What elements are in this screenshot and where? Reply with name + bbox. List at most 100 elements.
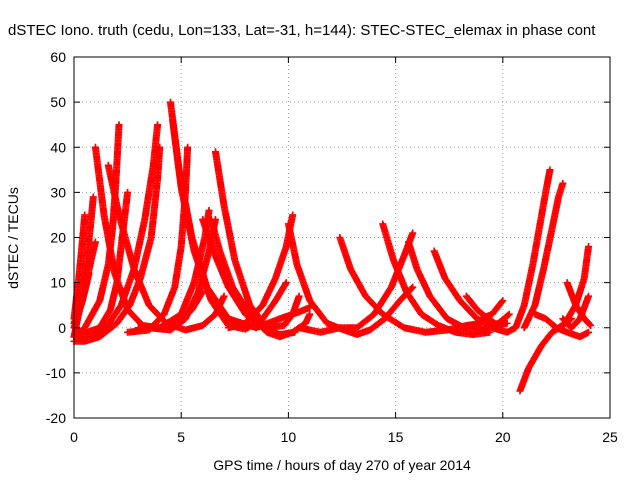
data-point	[323, 319, 331, 327]
data-point	[124, 328, 132, 336]
data-point	[276, 315, 284, 323]
data-point	[177, 310, 185, 318]
data-point	[91, 238, 99, 246]
data-point	[576, 333, 584, 341]
data-point	[177, 184, 185, 192]
x-tick-label: 5	[177, 429, 185, 445]
data-point	[87, 256, 95, 264]
data-point	[220, 202, 228, 210]
y-tick-label: 60	[50, 49, 66, 65]
data-point	[389, 256, 397, 264]
series-12	[169, 116, 290, 333]
data-point	[460, 324, 468, 332]
data-point	[430, 247, 438, 255]
data-point	[366, 326, 374, 334]
data-point	[441, 274, 449, 282]
data-point	[535, 224, 543, 232]
y-tick-label: -10	[46, 365, 66, 381]
data-point	[231, 256, 239, 264]
data-point	[462, 292, 470, 300]
series-3	[70, 270, 93, 327]
data-point	[242, 325, 250, 333]
data-point	[353, 324, 361, 332]
data-point	[387, 283, 395, 291]
data-point	[559, 179, 567, 187]
data-point	[585, 243, 593, 251]
data-point	[400, 252, 408, 260]
trail-marker	[498, 298, 506, 306]
data-point	[291, 328, 299, 336]
data-point	[503, 319, 511, 327]
trail-marker	[504, 311, 512, 319]
data-point	[209, 247, 217, 255]
data-point	[184, 143, 192, 151]
data-point	[567, 324, 575, 332]
data-point	[317, 328, 325, 336]
data-point	[102, 324, 110, 332]
data-point	[224, 283, 232, 291]
data-point	[205, 206, 213, 214]
data-point	[531, 310, 539, 318]
data-point	[488, 324, 496, 332]
data-point	[115, 211, 123, 219]
data-point	[409, 283, 417, 291]
data-point	[404, 238, 412, 246]
data-point	[199, 321, 207, 329]
data-point	[147, 234, 155, 241]
series-27	[512, 166, 554, 332]
data-point	[426, 292, 434, 300]
data-point	[555, 193, 563, 201]
series-19	[284, 220, 417, 339]
data-point	[190, 279, 198, 287]
data-point	[87, 215, 95, 223]
data-point	[587, 321, 595, 329]
data-point	[529, 261, 537, 269]
data-points	[70, 98, 595, 395]
data-point	[100, 211, 108, 219]
data-point	[563, 279, 571, 287]
data-point	[580, 274, 588, 282]
data-point	[295, 324, 303, 332]
trail-marker	[586, 320, 594, 328]
data-point	[542, 315, 550, 323]
y-tick-label: -20	[46, 410, 66, 426]
data-point	[160, 310, 168, 318]
y-axis-label: dSTEC / TECUs	[5, 187, 21, 289]
data-point	[154, 175, 162, 183]
data-point	[396, 297, 404, 305]
data-point	[190, 247, 198, 255]
data-point	[512, 324, 520, 332]
data-point	[379, 310, 387, 318]
data-point	[216, 247, 224, 255]
data-point	[194, 288, 202, 296]
series-8	[81, 121, 123, 332]
data-point	[563, 328, 571, 336]
data-point	[417, 310, 425, 318]
data-point	[85, 270, 93, 278]
data-point	[124, 188, 132, 196]
data-point	[272, 297, 280, 305]
data-point	[289, 310, 297, 318]
x-tick-label: 0	[70, 429, 78, 445]
data-point	[242, 310, 250, 318]
data-point	[516, 387, 524, 395]
series-17	[199, 215, 299, 339]
data-point	[477, 326, 485, 334]
data-point	[199, 215, 207, 223]
x-tick-label: 10	[281, 429, 297, 445]
data-point	[276, 331, 284, 339]
y-tick-label: 0	[58, 320, 66, 336]
data-point	[113, 319, 121, 327]
data-point	[141, 215, 149, 223]
data-point	[207, 297, 215, 305]
data-point	[336, 234, 344, 241]
data-point	[379, 220, 387, 228]
data-point	[117, 301, 125, 309]
data-point	[576, 315, 584, 323]
data-point	[181, 315, 189, 323]
data-point	[409, 229, 417, 237]
data-point	[224, 324, 232, 332]
data-point	[113, 279, 121, 287]
data-point	[520, 324, 528, 332]
